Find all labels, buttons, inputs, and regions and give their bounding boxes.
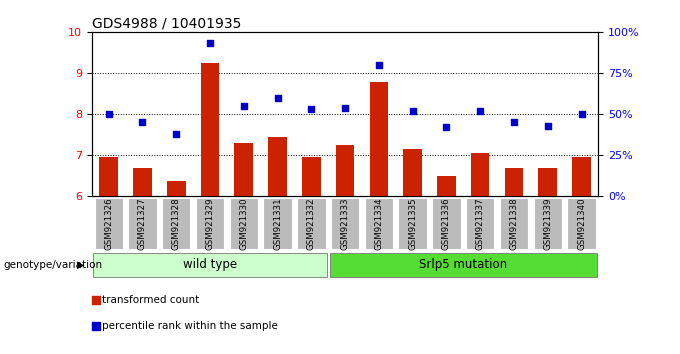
FancyBboxPatch shape bbox=[162, 198, 190, 250]
Bar bbox=[403, 149, 422, 196]
Text: GSM921340: GSM921340 bbox=[577, 198, 586, 250]
Text: GSM921327: GSM921327 bbox=[138, 198, 147, 250]
FancyBboxPatch shape bbox=[93, 253, 326, 276]
Text: GSM921332: GSM921332 bbox=[307, 198, 316, 250]
Point bbox=[272, 95, 283, 101]
Text: GSM921326: GSM921326 bbox=[104, 198, 113, 250]
FancyBboxPatch shape bbox=[567, 198, 596, 250]
Point bbox=[306, 107, 317, 112]
Text: GSM921335: GSM921335 bbox=[408, 198, 417, 250]
Text: GSM921330: GSM921330 bbox=[239, 198, 248, 250]
Point bbox=[407, 108, 418, 114]
Point bbox=[171, 131, 182, 137]
Bar bbox=[99, 156, 118, 196]
FancyBboxPatch shape bbox=[466, 198, 494, 250]
Bar bbox=[302, 158, 320, 196]
Text: transformed count: transformed count bbox=[102, 295, 199, 305]
Bar bbox=[167, 181, 186, 196]
Bar bbox=[370, 82, 388, 196]
FancyBboxPatch shape bbox=[331, 198, 359, 250]
Text: Srlp5 mutation: Srlp5 mutation bbox=[420, 258, 507, 271]
FancyBboxPatch shape bbox=[534, 198, 562, 250]
Text: GSM921339: GSM921339 bbox=[543, 198, 552, 250]
FancyBboxPatch shape bbox=[196, 198, 224, 250]
Text: GSM921331: GSM921331 bbox=[273, 198, 282, 250]
Text: ▶: ▶ bbox=[76, 259, 84, 270]
FancyBboxPatch shape bbox=[500, 198, 528, 250]
Point bbox=[509, 120, 520, 125]
Point bbox=[248, 202, 258, 208]
Point bbox=[103, 111, 114, 117]
Point bbox=[543, 123, 554, 129]
FancyBboxPatch shape bbox=[330, 253, 597, 276]
FancyBboxPatch shape bbox=[297, 198, 326, 250]
Point bbox=[475, 108, 486, 114]
Point bbox=[239, 103, 250, 109]
FancyBboxPatch shape bbox=[398, 198, 427, 250]
FancyBboxPatch shape bbox=[432, 198, 460, 250]
Bar bbox=[133, 169, 152, 196]
Bar bbox=[269, 137, 287, 196]
Point bbox=[441, 125, 452, 130]
Text: genotype/variation: genotype/variation bbox=[3, 259, 103, 270]
Bar bbox=[573, 156, 591, 196]
Bar bbox=[336, 145, 354, 196]
Bar bbox=[471, 153, 490, 196]
Point bbox=[205, 41, 216, 46]
Text: GSM921329: GSM921329 bbox=[205, 198, 214, 250]
Text: GSM921328: GSM921328 bbox=[172, 198, 181, 250]
Text: GSM921338: GSM921338 bbox=[509, 198, 518, 250]
Bar bbox=[201, 63, 219, 196]
Point bbox=[340, 105, 351, 110]
Text: GSM921333: GSM921333 bbox=[341, 198, 350, 250]
Bar bbox=[437, 176, 456, 196]
Bar bbox=[235, 143, 253, 196]
Point bbox=[373, 62, 384, 68]
Bar bbox=[539, 168, 557, 196]
Point bbox=[137, 120, 148, 125]
FancyBboxPatch shape bbox=[230, 198, 258, 250]
Text: GSM921336: GSM921336 bbox=[442, 198, 451, 250]
Bar bbox=[505, 168, 523, 196]
FancyBboxPatch shape bbox=[95, 198, 123, 250]
Text: GDS4988 / 10401935: GDS4988 / 10401935 bbox=[92, 17, 241, 31]
FancyBboxPatch shape bbox=[364, 198, 393, 250]
Text: percentile rank within the sample: percentile rank within the sample bbox=[102, 321, 278, 331]
Point bbox=[576, 111, 587, 117]
FancyBboxPatch shape bbox=[129, 198, 156, 250]
Text: GSM921337: GSM921337 bbox=[476, 198, 485, 250]
Text: GSM921334: GSM921334 bbox=[375, 198, 384, 250]
Text: wild type: wild type bbox=[183, 258, 237, 271]
FancyBboxPatch shape bbox=[263, 198, 292, 250]
